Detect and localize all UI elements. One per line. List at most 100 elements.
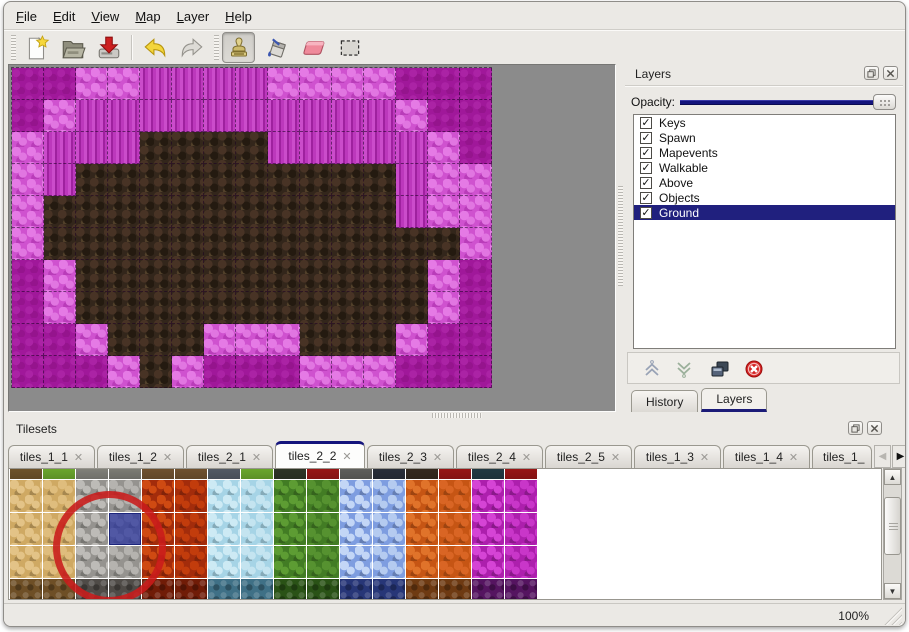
layer-row-keys[interactable]: ✓ Keys <box>634 115 895 130</box>
map-tile[interactable] <box>364 228 396 260</box>
map-tile[interactable] <box>364 132 396 164</box>
map-tile[interactable] <box>332 292 364 324</box>
map-tile[interactable] <box>108 164 140 196</box>
select-tool-button[interactable] <box>333 32 366 63</box>
opacity-slider-track[interactable] <box>680 100 876 105</box>
close-tab-icon[interactable]: ✕ <box>73 451 84 464</box>
map-tile[interactable] <box>44 228 76 260</box>
tileset-tile-vine-a-r2[interactable] <box>274 513 306 545</box>
tileset-tile-sand-a-r2[interactable] <box>10 513 42 545</box>
tab-tiles_2_1[interactable]: tiles_2_1 ✕ <box>186 445 273 468</box>
tileset-tile-ice-a-r3[interactable] <box>208 546 240 578</box>
map-tile[interactable] <box>460 100 492 132</box>
map-tile[interactable] <box>12 260 44 292</box>
tileset-tile-crystal-a-r1[interactable] <box>340 480 372 512</box>
map-tile[interactable] <box>204 292 236 324</box>
tileset-tile-stone-b-r0[interactable] <box>109 469 141 479</box>
layer-visibility-checkbox[interactable]: ✓ <box>640 146 652 159</box>
redo-button[interactable] <box>175 32 208 63</box>
map-tile[interactable] <box>204 132 236 164</box>
tileset-tile-orange-a-r1[interactable] <box>406 480 438 512</box>
map-tile[interactable] <box>12 356 44 388</box>
map-tile[interactable] <box>76 228 108 260</box>
map-tile[interactable] <box>204 68 236 100</box>
map-tile[interactable] <box>268 68 300 100</box>
map-tile[interactable] <box>44 68 76 100</box>
map-tile[interactable] <box>12 324 44 356</box>
tileset-tile-vine-b-r4[interactable] <box>307 579 339 599</box>
map-tile[interactable] <box>44 164 76 196</box>
map-tile[interactable] <box>108 100 140 132</box>
map-canvas[interactable] <box>8 64 616 412</box>
tileset-tile-magenta-b-r4[interactable] <box>505 579 537 599</box>
map-tile[interactable] <box>12 292 44 324</box>
layer-visibility-checkbox[interactable]: ✓ <box>640 176 652 189</box>
stamp-tool-button[interactable] <box>222 32 255 63</box>
map-tile[interactable] <box>460 68 492 100</box>
tileset-tile-vine-b-r0[interactable] <box>307 469 339 479</box>
tileset-tile-orange-a-r2[interactable] <box>406 513 438 545</box>
tileset-tile-magenta-a-r2[interactable] <box>472 513 504 545</box>
map-tile[interactable] <box>428 164 460 196</box>
map-tile[interactable] <box>332 356 364 388</box>
save-button[interactable] <box>92 32 125 63</box>
tileset-tile-magenta-a-r1[interactable] <box>472 480 504 512</box>
map-tile[interactable] <box>140 132 172 164</box>
map-tile[interactable] <box>236 228 268 260</box>
map-tile[interactable] <box>332 132 364 164</box>
map-tile[interactable] <box>172 100 204 132</box>
tileset-tile-crystal-b-r1[interactable] <box>373 480 405 512</box>
map-tile[interactable] <box>76 68 108 100</box>
tileset-tile-magenta-b-r0[interactable] <box>505 469 537 479</box>
map-tile[interactable] <box>204 228 236 260</box>
menu-edit[interactable]: Edit <box>52 9 76 24</box>
layer-row-walkable[interactable]: ✓ Walkable <box>634 160 895 175</box>
tileset-tile-sand-a-r0[interactable] <box>10 469 42 479</box>
tileset-tile-magenta-a-r4[interactable] <box>472 579 504 599</box>
map-tile[interactable] <box>108 260 140 292</box>
close-tab-icon[interactable]: ✕ <box>610 451 621 464</box>
tileset-tile-lava-b-r0[interactable] <box>175 469 207 479</box>
tileset-tile-crystal-a-r2[interactable] <box>340 513 372 545</box>
map-tile[interactable] <box>76 324 108 356</box>
close-panel-button[interactable] <box>867 421 882 435</box>
map-tile[interactable] <box>300 260 332 292</box>
map-tile[interactable] <box>44 100 76 132</box>
map-tile[interactable] <box>268 324 300 356</box>
tileset-tile-crystal-b-r2[interactable] <box>373 513 405 545</box>
map-tile[interactable] <box>396 228 428 260</box>
map-tile[interactable] <box>428 196 460 228</box>
map-tile[interactable] <box>204 260 236 292</box>
move-layer-down-button[interactable] <box>670 356 698 381</box>
tileset-tile-vine-a-r1[interactable] <box>274 480 306 512</box>
map-tile[interactable] <box>236 68 268 100</box>
map-tile[interactable] <box>44 132 76 164</box>
map-view[interactable] <box>11 67 492 388</box>
close-tab-icon[interactable]: ✕ <box>870 451 871 464</box>
menu-view[interactable]: View <box>91 9 120 24</box>
map-tile[interactable] <box>204 196 236 228</box>
layer-visibility-checkbox[interactable]: ✓ <box>640 206 652 219</box>
map-tile[interactable] <box>268 100 300 132</box>
map-tile[interactable] <box>140 68 172 100</box>
tileset-tile-magenta-b-r2[interactable] <box>505 513 537 545</box>
layer-visibility-checkbox[interactable]: ✓ <box>640 131 652 144</box>
layer-row-ground[interactable]: ✓ Ground <box>634 205 895 220</box>
tileset-tile-vine-b-r1[interactable] <box>307 480 339 512</box>
tileset-tile-sand-a-r1[interactable] <box>10 480 42 512</box>
map-tile[interactable] <box>140 324 172 356</box>
map-tile[interactable] <box>332 68 364 100</box>
close-tab-icon[interactable]: ✕ <box>432 451 443 464</box>
tab-tiles_2_3[interactable]: tiles_2_3 ✕ <box>367 445 454 468</box>
map-tile[interactable] <box>364 260 396 292</box>
map-tile[interactable] <box>140 164 172 196</box>
map-tile[interactable] <box>12 164 44 196</box>
map-tile[interactable] <box>332 228 364 260</box>
map-tile[interactable] <box>76 132 108 164</box>
map-tile[interactable] <box>428 356 460 388</box>
tileset-tile-vine-a-r4[interactable] <box>274 579 306 599</box>
close-tab-icon[interactable]: ✕ <box>699 451 710 464</box>
tileset-tile-orange-a-r3[interactable] <box>406 546 438 578</box>
map-tile[interactable] <box>204 164 236 196</box>
tileset-tile-crystal-b-r4[interactable] <box>373 579 405 599</box>
